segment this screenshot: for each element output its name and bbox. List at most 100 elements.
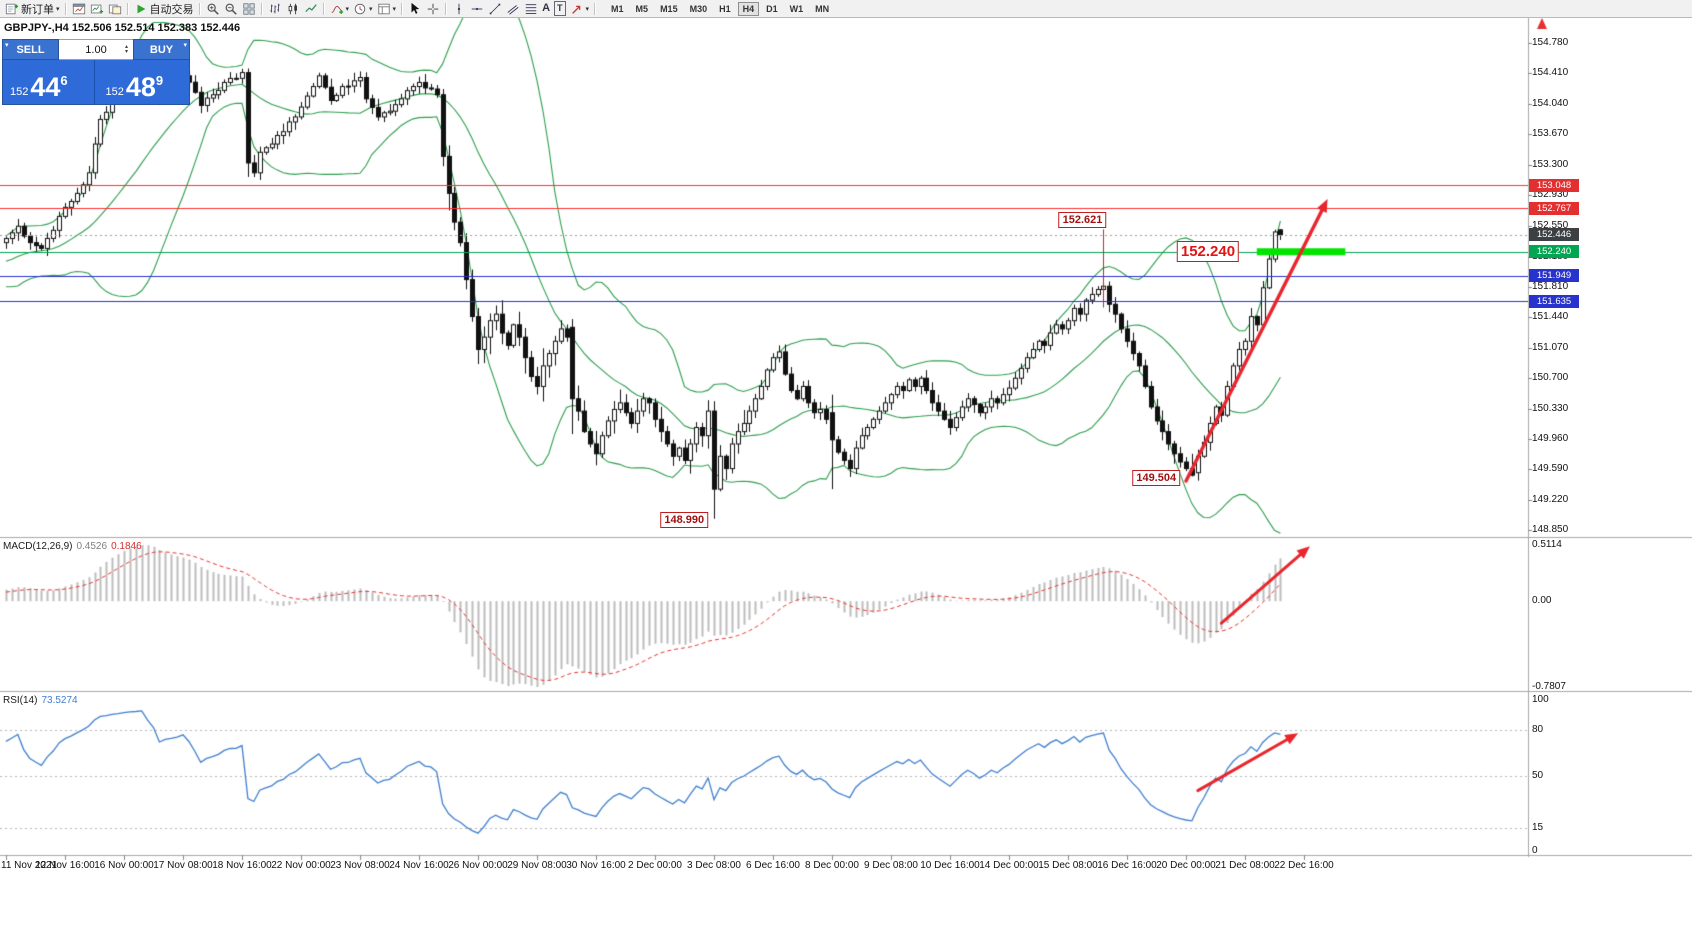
one-click-trading-panel: ▾ SELL 1.00 ▴ ▾ BUY ▾ 152 44 6 152 48 9 — [2, 39, 190, 105]
sell-button-label: SELL — [16, 43, 45, 56]
text-button[interactable]: A — [540, 1, 552, 16]
macd-main-value: 0.4526 — [76, 541, 108, 552]
new-order-button[interactable]: 新订单 ▾ — [3, 1, 62, 16]
horizontal-line-button[interactable] — [468, 1, 486, 16]
hline-icon — [470, 2, 484, 16]
one-click-header-row: ▾ SELL 1.00 ▴ ▾ BUY ▾ — [2, 39, 190, 60]
arrows-button[interactable]: ▾ — [568, 1, 592, 16]
cursor-button[interactable] — [406, 1, 424, 16]
toolbar-separator — [445, 2, 448, 15]
channel-icon — [506, 2, 520, 16]
price-divider — [93, 60, 95, 104]
timeframe-m15[interactable]: M15 — [660, 3, 678, 14]
text-button-glyph: A — [542, 2, 551, 14]
buy-price-big: 48 — [125, 72, 156, 102]
fibonacci-button[interactable] — [522, 1, 540, 16]
chevron-down-icon: ▾ — [369, 5, 373, 13]
rsi-name: RSI(14) — [3, 695, 38, 706]
line-chart-button[interactable] — [302, 1, 320, 16]
sell-price-big: 44 — [30, 72, 61, 102]
sell-button[interactable]: ▾ SELL — [2, 39, 59, 60]
indicator-add-icon — [330, 2, 344, 16]
toolbar-separator — [260, 2, 263, 15]
timeframe-m5[interactable]: M5 — [635, 3, 649, 14]
timeframe-w1[interactable]: W1 — [789, 3, 804, 14]
timeframe-h4[interactable]: H4 — [737, 1, 760, 16]
crosshair-icon — [426, 2, 440, 16]
template-icon — [377, 2, 391, 16]
profiles-button[interactable] — [106, 1, 124, 16]
timeframe-mn[interactable]: MN — [815, 3, 830, 14]
candles-icon — [286, 2, 300, 16]
new-chart-icon — [90, 2, 104, 16]
play-icon — [134, 2, 148, 16]
chart-window-icon — [72, 2, 86, 16]
timeframe-m1[interactable]: M1 — [611, 3, 624, 14]
crosshair-button[interactable] — [424, 1, 442, 16]
chevron-down-icon: ▾ — [392, 5, 397, 13]
zoom-out-icon — [224, 2, 238, 16]
trendline-icon — [488, 2, 502, 16]
charts-window-button[interactable] — [70, 1, 88, 16]
zoom-out-button[interactable] — [222, 1, 240, 16]
buy-price-sup: 9 — [155, 73, 164, 88]
spin-down-icon[interactable]: ▾ — [124, 48, 128, 55]
rsi-value: 73.5274 — [41, 695, 78, 706]
buy-button[interactable]: BUY ▾ — [133, 39, 190, 60]
text-label-button[interactable]: T — [552, 1, 568, 16]
vline-icon — [452, 2, 466, 16]
line-icon — [304, 2, 318, 16]
profiles-icon — [108, 2, 122, 16]
timeframe-h1[interactable]: H1 — [719, 3, 731, 14]
zoom-in-button[interactable] — [204, 1, 222, 16]
chevron-down-icon: ▾ — [56, 5, 60, 13]
fibo-icon — [524, 2, 538, 16]
buy-price[interactable]: 152 48 9 — [95, 60, 190, 104]
tile-windows-button[interactable] — [240, 1, 258, 16]
trendline-button[interactable] — [486, 1, 504, 16]
toolbar-separator — [594, 2, 597, 15]
sell-price[interactable]: 152 44 6 — [3, 60, 94, 104]
timeframe-d1[interactable]: D1 — [766, 3, 778, 14]
spin-up-icon[interactable]: ▴ — [124, 43, 128, 50]
toolbar-separator — [198, 2, 201, 15]
new-chart-button[interactable] — [88, 1, 106, 16]
zoom-in-icon — [206, 2, 220, 16]
templates-button[interactable]: ▾ — [375, 1, 399, 16]
toolbar: 新订单 ▾ 自动交易 ▾ ▾ ▾ A T ▾ M1 M5 M15 M30 H1 H4 D1 W1 MN — [0, 0, 1692, 18]
symbol-ohlc-readout: GBPJPY-,H4 152.506 152.514 152.383 152.4… — [4, 22, 241, 34]
sell-price-sup: 6 — [60, 73, 68, 88]
new-order-icon — [5, 2, 19, 16]
toolbar-separator — [401, 2, 404, 15]
toolbar-separator — [64, 2, 67, 15]
rsi-header: RSI(14) 73.5274 — [3, 695, 78, 706]
vertical-line-button[interactable] — [450, 1, 468, 16]
buy-price-prefix: 152 — [105, 86, 124, 98]
sell-options-caret[interactable]: ▾ — [5, 42, 9, 49]
buy-options-caret[interactable]: ▾ — [183, 42, 187, 49]
periods-button[interactable]: ▾ — [351, 1, 375, 16]
chevron-down-icon: ▾ — [345, 5, 350, 13]
timeframe-group: M1 M5 M15 M30 H1 H4 D1 W1 MN — [605, 1, 835, 16]
macd-signal-value: 0.1846 — [111, 541, 142, 552]
arrow-tool-icon — [570, 2, 584, 16]
volume-input[interactable]: 1.00 ▴ ▾ — [59, 39, 133, 60]
indicators-button[interactable]: ▾ — [328, 1, 352, 16]
bars-icon — [268, 2, 282, 16]
channel-button[interactable] — [504, 1, 522, 16]
one-click-prices: 152 44 6 152 48 9 — [2, 60, 190, 105]
macd-header: MACD(12,26,9) 0.4526 0.1846 — [3, 541, 142, 552]
autotrading-button[interactable]: 自动交易 — [132, 1, 196, 16]
candlestick-chart-button[interactable] — [284, 1, 302, 16]
timeframe-m30[interactable]: M30 — [689, 3, 708, 14]
bar-chart-button[interactable] — [266, 1, 284, 16]
volume-value: 1.00 — [85, 43, 107, 56]
new-order-button-label: 新订单 — [21, 3, 54, 16]
tile-icon — [242, 2, 256, 16]
volume-spinner[interactable]: ▴ ▾ — [121, 40, 132, 59]
cursor-icon — [408, 2, 422, 16]
toolbar-separator — [126, 2, 129, 15]
sell-price-prefix: 152 — [10, 86, 29, 98]
